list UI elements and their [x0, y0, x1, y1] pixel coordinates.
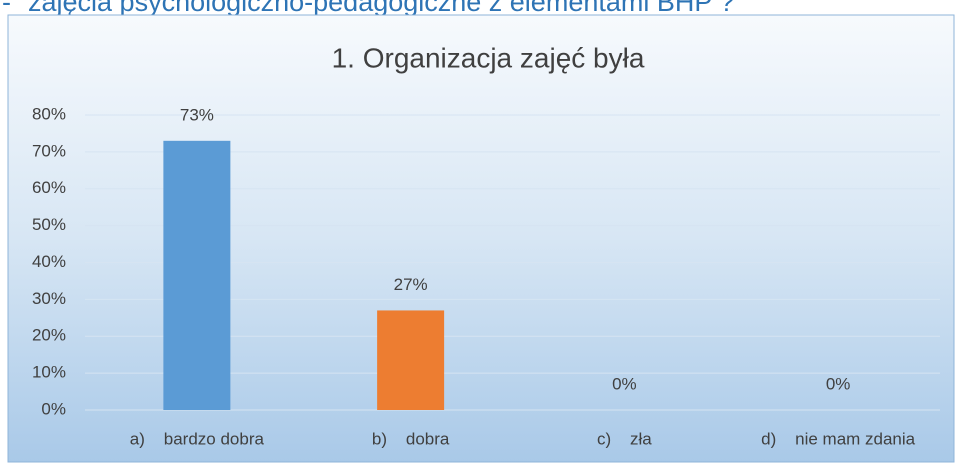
heading: zajęcia psychologiczno-pedagogiczne z el…: [28, 0, 734, 17]
y-tick-label: 70%: [32, 141, 66, 160]
y-tick-label: 0%: [41, 399, 66, 418]
heading-dash: -: [2, 0, 11, 17]
y-tick-label: 30%: [32, 289, 66, 308]
chart-frame: [7, 14, 955, 463]
y-tick-label: 20%: [32, 326, 66, 345]
data-label: 0%: [612, 374, 637, 393]
x-tick-label: c) zła: [597, 429, 652, 448]
data-label: 27%: [394, 275, 428, 294]
y-tick-label: 60%: [32, 178, 66, 197]
data-label: 73%: [180, 105, 214, 124]
bar: [163, 140, 231, 410]
x-tick-label: b) dobra: [372, 429, 450, 448]
bar: [377, 310, 445, 410]
y-tick-label: 10%: [32, 363, 66, 382]
y-tick-label: 50%: [32, 215, 66, 234]
y-tick-label: 80%: [32, 104, 66, 123]
x-tick-label: d) nie mam zdania: [761, 429, 916, 448]
data-label: 0%: [826, 374, 851, 393]
y-tick-label: 40%: [32, 252, 66, 271]
chart-title: 1. Organizacja zajęć była: [332, 42, 645, 73]
x-tick-label: a) bardzo dobra: [130, 429, 265, 448]
